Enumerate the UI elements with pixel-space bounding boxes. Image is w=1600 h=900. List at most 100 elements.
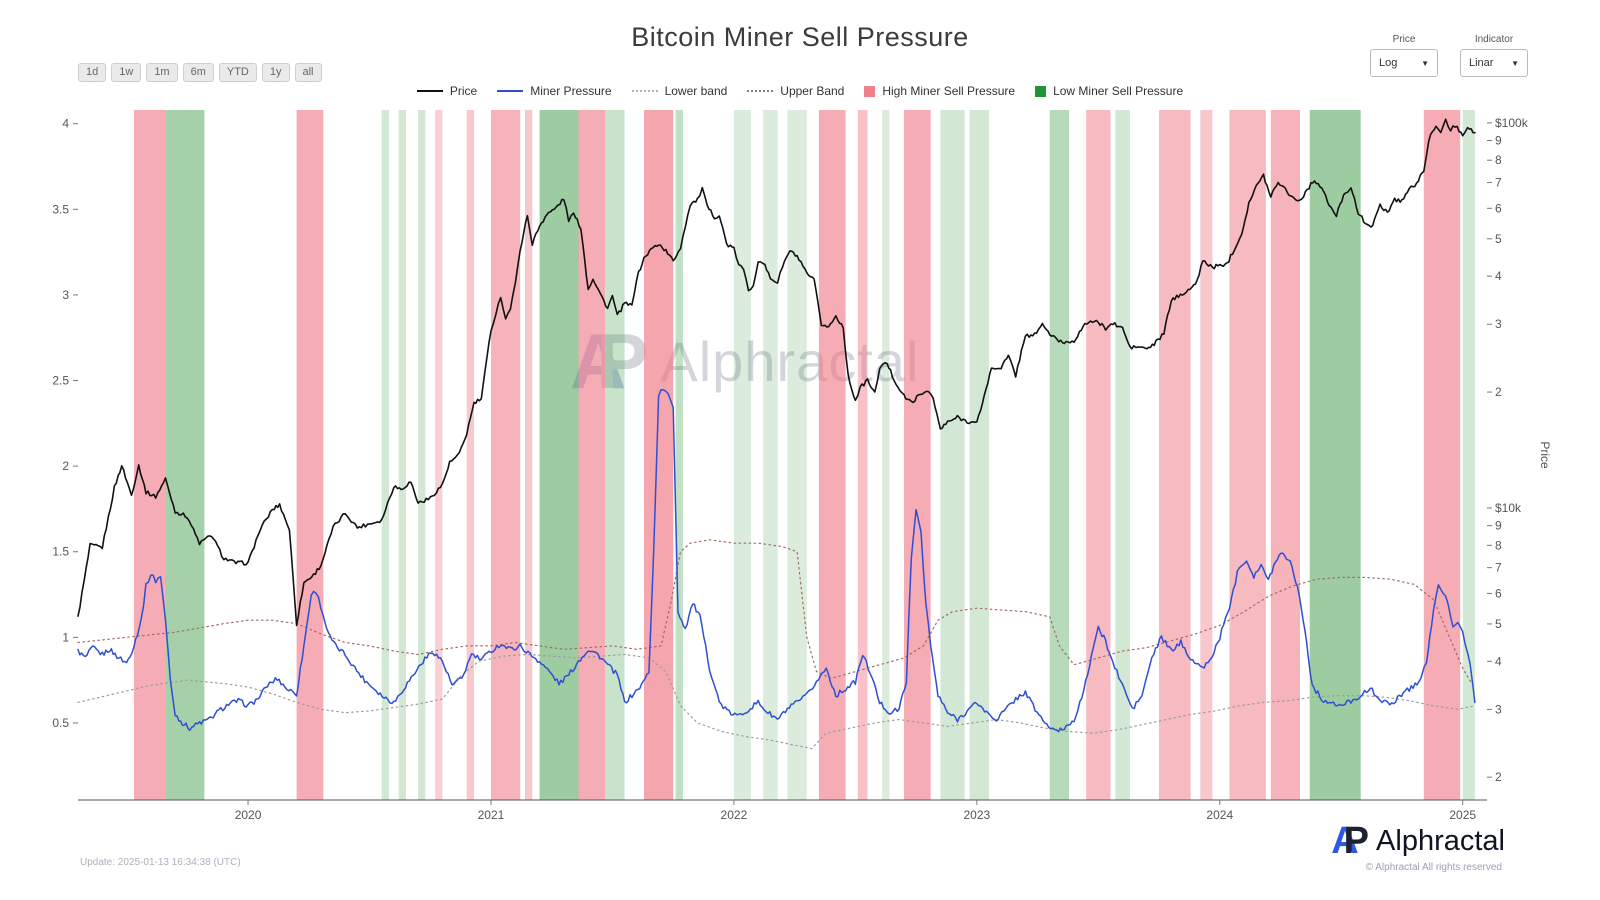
range-button-1d[interactable]: 1d [78,63,107,82]
left-axis-tick-label: 3.5 [52,202,69,216]
legend-item-low-miner-sell-pressure[interactable]: Low Miner Sell Pressure [1035,84,1183,98]
indicator-scale-select[interactable]: Linar ▼ [1460,49,1528,77]
legend-label: Lower band [664,84,728,98]
x-axis-tick-label: 2021 [478,808,505,822]
low-pressure-band [1309,110,1361,800]
low-pressure-band [733,110,751,800]
legend-item-upper-band[interactable]: Upper Band [747,84,844,98]
high-pressure-band [491,110,521,800]
right-axis-tick-label: 9 [1495,133,1502,147]
chevron-down-icon: ▼ [1421,58,1429,68]
axes: 2020 2021 2022 2023 2024 2025 4 3.5 3 2.5 2 1.5 1 0.5… [52,116,1552,822]
right-axis-tick-label: 7 [1495,561,1502,575]
legend-swatch-icon [747,90,774,92]
right-axis-tick-label: 9 [1495,519,1502,533]
range-button-ytd[interactable]: YTD [218,63,257,82]
legend-swatch-icon [416,90,443,92]
high-pressure-band [1086,110,1111,800]
right-axis-tick-label: 6 [1495,586,1502,600]
chevron-down-icon: ▼ [1511,58,1519,68]
right-axis-tick-label: $100k [1495,116,1529,130]
low-pressure-band [605,110,625,800]
range-button-all[interactable]: all [294,63,322,82]
legend-item-lower-band[interactable]: Lower band [631,84,728,98]
x-axis-tick-label: 2023 [963,808,990,822]
low-pressure-band [787,110,807,800]
right-axis-tick-label: 5 [1495,232,1502,246]
legend-label: High Miner Sell Pressure [882,84,1016,98]
right-axis-tick-label: 3 [1495,702,1502,716]
legend-swatch-icon [631,90,658,92]
right-axis-tick-label: 7 [1495,176,1502,190]
high-pressure-band [525,110,533,800]
chart-controls: Price Log ▼ Indicator Linar ▼ [1370,34,1528,77]
right-axis-tick-label: 3 [1495,317,1502,331]
low-pressure-band [763,110,778,800]
right-axis-tick-label: 8 [1495,153,1502,167]
brand-name: Alphractal [1376,824,1505,857]
high-pressure-band [904,110,931,800]
legend-item-high-miner-sell-pressure[interactable]: High Miner Sell Pressure [864,84,1015,98]
low-pressure-band [1462,110,1475,800]
high-pressure-band [133,110,166,800]
high-pressure-band [818,110,846,800]
x-axis-tick-label: 2024 [1206,808,1233,822]
pressure-bands [133,110,1475,800]
price-scale-select[interactable]: Log ▼ [1370,49,1438,77]
legend-item-price[interactable]: Price [416,84,478,98]
right-axis-tick-label: 8 [1495,538,1502,552]
legend-swatch-icon [497,90,524,92]
indicator-scale-control: Indicator Linar ▼ [1460,34,1528,77]
price-scale-label: Price [1392,34,1416,45]
legend-item-miner-pressure[interactable]: Miner Pressure [497,84,612,98]
legend-label: Price [449,84,478,98]
right-axis-tick-label: 2 [1495,385,1502,399]
legend-label: Upper Band [780,84,845,98]
left-axis-tick-label: 4 [62,117,69,131]
range-button-1w[interactable]: 1w [111,63,142,82]
series-miner-pressure [77,389,1476,733]
high-pressure-band [1159,110,1191,800]
left-axis-tick-label: 0.5 [52,716,69,730]
chart-legend: Price Miner Pressure Lower band Upper Band H… [0,84,1600,98]
low-pressure-band [381,110,389,800]
page-title: Bitcoin Miner Sell Pressure [631,22,969,52]
right-axis-tick-label: 2 [1495,770,1502,784]
high-pressure-band [578,110,606,800]
right-axis-title: Price [1538,441,1552,469]
legend-swatch-icon [864,85,876,97]
high-pressure-band [1270,110,1300,800]
price-scale-control: Price Log ▼ [1370,34,1438,77]
left-axis-tick-label: 2.5 [52,374,69,388]
price-scale-value: Log [1379,57,1398,69]
high-pressure-band [435,110,443,800]
legend-label: Low Miner Sell Pressure [1053,84,1184,98]
high-pressure-band [1229,110,1266,800]
low-pressure-band [1049,110,1070,800]
right-axis-tick-label: 5 [1495,617,1502,631]
legend-swatch-icon [1035,85,1047,97]
update-timestamp: Update: 2025-01-13 16:34:38 (UTC) [80,857,241,868]
low-pressure-band [940,110,965,800]
right-axis-tick-label: $10k [1495,501,1522,515]
low-pressure-band [398,110,406,800]
brand-logo-a-icon: A [1331,820,1359,862]
copyright-text: © Alphractal All rights reserved [1365,862,1502,873]
range-buttons: 1d 1w 1m 6m YTD 1y all [78,63,322,82]
high-pressure-band [1423,110,1461,800]
indicator-scale-value: Linar [1469,57,1494,69]
range-button-6m[interactable]: 6m [182,63,214,82]
right-axis-tick-label: 6 [1495,201,1502,215]
high-pressure-band [857,110,868,800]
brand-logo-p-icon: P [1343,820,1370,862]
range-button-1m[interactable]: 1m [146,63,178,82]
range-button-1y[interactable]: 1y [261,63,290,82]
series-price [77,118,1476,627]
x-axis-tick-label: 2020 [235,808,262,822]
high-pressure-band [296,110,324,800]
low-pressure-band [418,110,426,800]
low-pressure-band [882,110,890,800]
right-axis-tick-label: 4 [1495,269,1502,283]
